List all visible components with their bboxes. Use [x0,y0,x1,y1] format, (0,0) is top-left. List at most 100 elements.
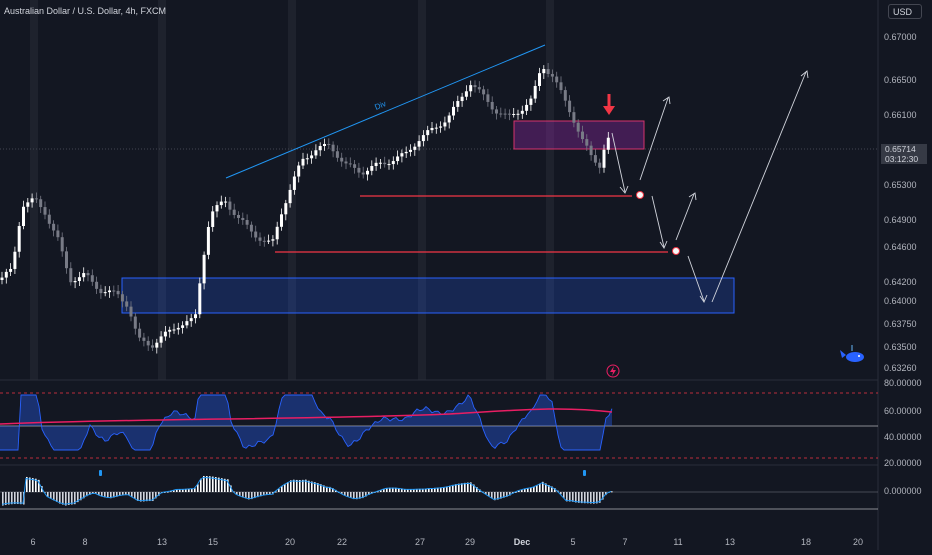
macd-bar [605,492,607,496]
macd-bar [38,479,40,492]
candle-body [254,231,258,238]
macd-bar [551,486,553,492]
macd-bar [26,476,28,492]
macd-tick-label: 0.000000 [884,486,922,496]
macd-bar [476,487,478,492]
macd-bar [281,486,283,492]
macd-bar [434,487,436,492]
candle-body [477,87,481,90]
divergence-trendline[interactable] [225,44,546,179]
macd-bar [170,490,172,492]
forecast-point[interactable] [672,247,680,255]
forecast-point[interactable] [636,191,644,199]
macd-bar [353,492,355,500]
session-shading [30,0,554,380]
macd-bar [137,492,139,501]
demand-zone[interactable] [121,277,735,314]
candle-body [245,219,249,225]
macd-bar [143,492,145,502]
macd-bar [107,492,109,498]
macd-bar [332,488,334,492]
candle-body [516,113,520,115]
time-tick-label: 29 [464,537,476,547]
macd-bar [347,492,349,497]
macd-bar [14,492,16,505]
macd-bar [311,481,313,492]
macd-bar [65,492,67,506]
macd-bar [212,476,214,492]
candle-body [456,101,460,107]
candle-body [120,294,124,302]
macd-bar [275,491,277,493]
time-tick-label: 20 [852,537,864,547]
macd-bar [569,492,571,502]
macd-bar [452,484,454,492]
macd-bar [254,492,256,499]
candle-body [598,162,602,168]
last-price-badge: 0.65714 03:12:30 [881,144,927,164]
rsi-fill [0,395,612,450]
candle-body [426,130,430,136]
macd-bar [251,492,253,500]
candle-body [176,327,180,330]
macd-bar [389,487,391,492]
macd-bar [152,492,154,502]
macd-bar [146,492,148,502]
macd-bar [77,492,79,503]
price-tick-label: 0.63260 [884,363,917,373]
candle-body [280,214,283,227]
time-tick-label: Dec [513,537,531,547]
candle-body [581,131,584,140]
macd-bar [29,477,31,492]
macd-bar [32,478,34,492]
candle-body [460,96,464,102]
candle-body [593,155,597,163]
macd-bar [563,492,565,498]
candle-body [129,306,133,317]
price-tick-label: 0.66500 [884,75,917,85]
macd-bar [53,492,55,501]
macd-bar [296,479,298,492]
macd-bar [191,488,193,492]
candle-body [267,240,271,242]
macd-bar [263,492,265,496]
macd-bar [236,492,238,495]
candle-body [297,165,301,177]
candle-body [90,275,94,282]
macd-bar [113,492,115,498]
macd-bar [500,492,502,499]
macd-bar [524,488,526,492]
candle-body [404,151,408,154]
macd-bar [128,492,130,496]
macd-bar [407,489,409,492]
macd-bar [92,492,94,494]
candle-body [146,340,150,346]
macd-bar [539,483,541,492]
candle-body [348,163,352,165]
candle-body [52,223,56,231]
candle-body [409,149,412,152]
candle-body [142,337,146,341]
macd-bar [341,492,343,494]
macd-bar [404,488,406,492]
down-arrow-icon [603,94,615,115]
macd-bar [287,482,289,492]
macd-bar [59,492,61,504]
macd-bar [386,487,388,492]
macd-line [1,477,612,505]
candle-body [366,170,369,175]
price-tick-label: 0.64200 [884,277,917,287]
lightning-icon[interactable] [606,364,620,378]
candle-body [211,211,215,227]
macd-histogram [1,476,613,506]
candle-body [155,342,159,348]
time-tick-label: 11 [673,537,683,547]
currency-button[interactable]: USD [888,4,922,19]
macd-bar [428,488,430,492]
macd-bar [158,492,160,496]
candle-body [284,203,288,215]
candle-body [340,157,344,162]
price-tick-label: 0.67000 [884,32,917,42]
